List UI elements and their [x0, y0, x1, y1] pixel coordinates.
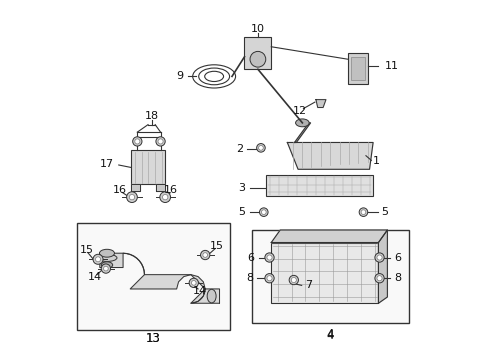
Text: 10: 10 — [250, 24, 264, 34]
Circle shape — [264, 274, 274, 283]
Text: 2: 2 — [236, 144, 243, 154]
Text: 16: 16 — [164, 185, 178, 195]
Text: 14: 14 — [192, 287, 206, 296]
Ellipse shape — [277, 293, 291, 302]
Text: 18: 18 — [144, 111, 159, 121]
Circle shape — [95, 257, 101, 262]
Text: 14: 14 — [88, 272, 102, 282]
Text: 3: 3 — [238, 183, 245, 193]
Bar — [347, 53, 367, 84]
Polygon shape — [131, 184, 140, 192]
Circle shape — [135, 139, 140, 144]
Circle shape — [191, 280, 196, 285]
Text: 9: 9 — [176, 71, 183, 81]
Circle shape — [132, 137, 142, 146]
Polygon shape — [315, 100, 325, 108]
Bar — [251, 230, 408, 323]
Circle shape — [261, 210, 265, 215]
Bar — [244, 37, 271, 69]
Ellipse shape — [99, 249, 114, 257]
Circle shape — [376, 276, 381, 281]
Circle shape — [156, 137, 165, 146]
Bar — [131, 150, 165, 184]
Ellipse shape — [295, 119, 308, 127]
Text: 13: 13 — [146, 332, 161, 345]
Text: 5: 5 — [238, 207, 244, 217]
Circle shape — [203, 253, 207, 257]
Circle shape — [376, 255, 381, 260]
Polygon shape — [287, 143, 372, 169]
Circle shape — [358, 208, 367, 216]
Circle shape — [200, 250, 209, 260]
Ellipse shape — [97, 254, 117, 261]
Circle shape — [374, 253, 384, 262]
Text: 4: 4 — [326, 329, 333, 342]
Polygon shape — [156, 184, 165, 192]
Circle shape — [374, 274, 384, 283]
Circle shape — [158, 139, 163, 144]
Polygon shape — [100, 253, 219, 303]
Circle shape — [103, 266, 108, 271]
Text: 15: 15 — [80, 245, 94, 255]
Circle shape — [160, 192, 170, 203]
Bar — [350, 57, 364, 80]
Circle shape — [101, 264, 110, 273]
Circle shape — [291, 278, 296, 283]
Polygon shape — [378, 230, 386, 303]
Circle shape — [126, 192, 137, 203]
Text: 7: 7 — [305, 280, 312, 291]
Text: 6: 6 — [247, 252, 254, 262]
Polygon shape — [294, 123, 310, 143]
Circle shape — [259, 208, 267, 216]
Circle shape — [93, 254, 103, 264]
Circle shape — [256, 144, 264, 152]
Text: 13: 13 — [146, 333, 161, 346]
Text: 4: 4 — [326, 328, 333, 341]
Text: 11: 11 — [384, 61, 398, 71]
Circle shape — [162, 194, 167, 200]
Circle shape — [288, 275, 298, 285]
Text: 15: 15 — [209, 241, 223, 251]
Circle shape — [129, 194, 134, 200]
Text: 17: 17 — [100, 159, 114, 169]
Circle shape — [360, 210, 365, 215]
Circle shape — [258, 145, 263, 150]
Bar — [77, 223, 230, 330]
Ellipse shape — [207, 289, 216, 303]
Ellipse shape — [101, 262, 112, 268]
Bar — [265, 175, 372, 196]
Bar — [271, 243, 378, 303]
Polygon shape — [271, 230, 386, 243]
Text: 1: 1 — [372, 157, 379, 166]
Circle shape — [249, 51, 265, 67]
Circle shape — [266, 255, 271, 260]
Circle shape — [264, 253, 274, 262]
Circle shape — [266, 276, 271, 281]
Text: 6: 6 — [394, 252, 401, 262]
Text: 8: 8 — [394, 273, 401, 283]
Text: 16: 16 — [113, 185, 127, 195]
Text: 8: 8 — [245, 273, 253, 283]
Text: 5: 5 — [380, 207, 387, 217]
Text: 12: 12 — [292, 106, 306, 116]
Circle shape — [189, 278, 198, 288]
